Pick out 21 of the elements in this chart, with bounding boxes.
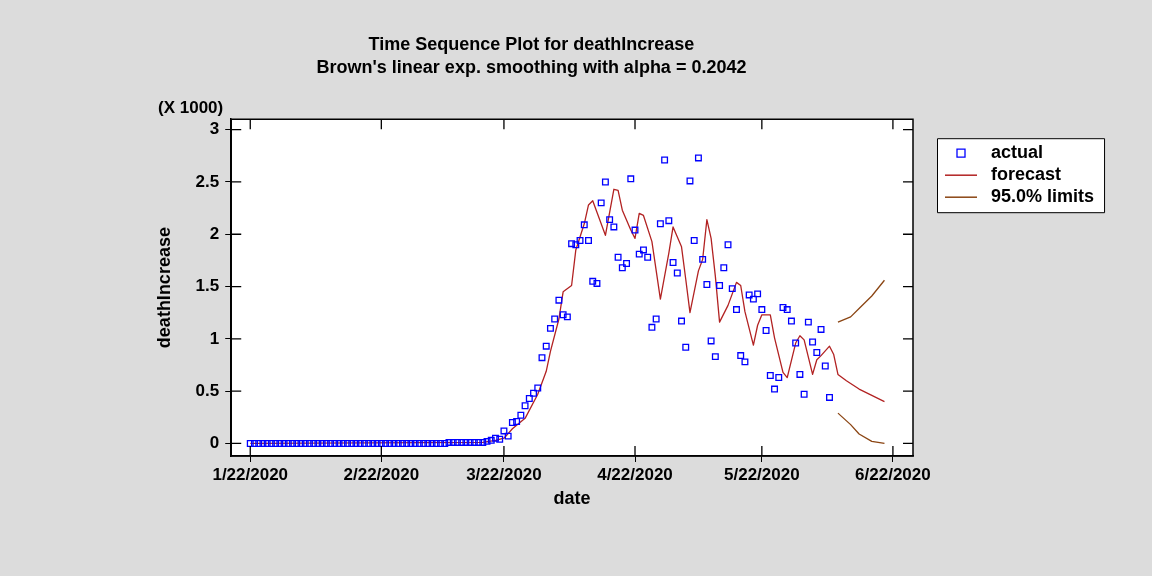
y-tick-label: 2 xyxy=(209,223,220,243)
x-tick-label: 1/22/2020 xyxy=(212,464,289,484)
x-tick-label: 5/22/2020 xyxy=(724,464,800,484)
y-tick-label: 3 xyxy=(209,119,220,139)
y-tick-label: 0.5 xyxy=(195,380,220,400)
y-tick-label: 1 xyxy=(209,328,220,348)
x-tick-label: 6/22/2020 xyxy=(855,464,931,484)
x-tick-label: 4/22/2020 xyxy=(597,464,673,484)
chart-subtitle: Brown's linear exp. smoothing with alpha = 0.2042 xyxy=(316,57,747,78)
legend-label: forecast xyxy=(991,164,1062,185)
y-axis-title: deathIncrease xyxy=(153,227,174,349)
legend-label: actual xyxy=(991,142,1044,163)
chart-title: Time Sequence Plot for deathIncrease xyxy=(368,33,695,54)
y-tick-label: 1.5 xyxy=(195,276,220,296)
y-tick-label: 2.5 xyxy=(195,171,220,191)
x-tick-label: 2/22/2020 xyxy=(343,464,420,484)
text: (X 1000) xyxy=(158,98,224,118)
y-tick-label: 0 xyxy=(209,433,220,453)
x-tick-label: 3/22/2020 xyxy=(466,464,542,484)
legend-label: 95.0% limits xyxy=(991,186,1095,207)
x-axis-title: date xyxy=(553,488,591,509)
